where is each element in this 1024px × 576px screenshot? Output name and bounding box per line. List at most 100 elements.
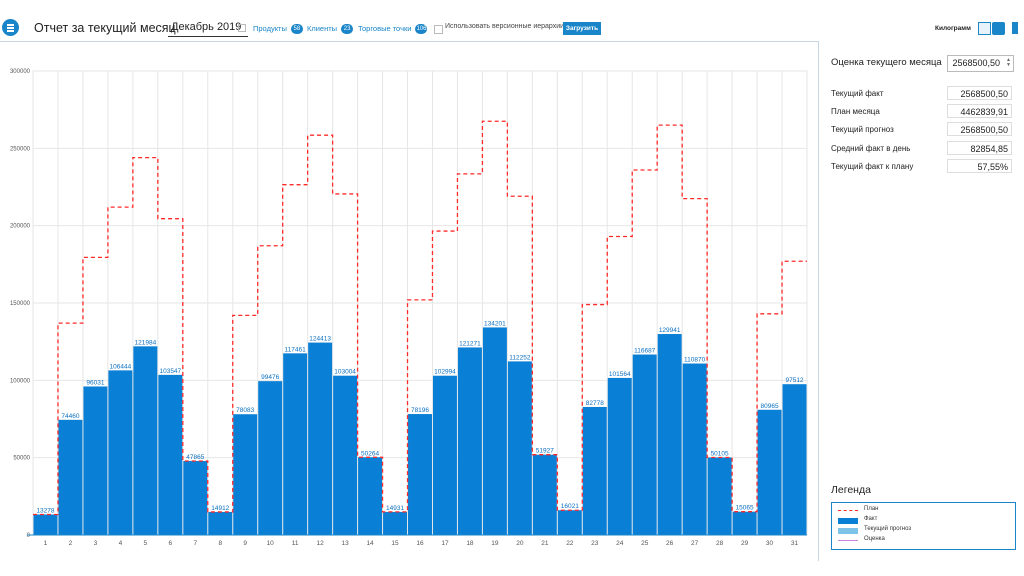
y-tick-label: 100000: [10, 378, 31, 384]
bar-fact: [258, 381, 283, 535]
bar-fact: [133, 346, 158, 535]
bar-fact: [432, 375, 457, 535]
y-tick-label: 150000: [10, 301, 31, 307]
bar-fact: [158, 374, 183, 535]
bar-value-label: 101564: [609, 371, 631, 378]
bar-fact: [183, 460, 208, 535]
x-tick-label: 20: [516, 540, 524, 547]
bar-value-label: 78196: [411, 407, 429, 414]
bar-value-label: 96031: [86, 379, 104, 386]
x-tick-label: 29: [741, 540, 749, 547]
avg-daily-fact-label: Средний факт в день: [831, 144, 911, 153]
spinner-icon[interactable]: ▲ ▼: [1006, 57, 1011, 68]
bar-fact: [632, 354, 657, 535]
copy-icon[interactable]: [978, 22, 991, 35]
x-tick-label: 18: [466, 540, 474, 547]
bar-value-label: 15065: [736, 505, 754, 512]
legend-title: Легенда: [831, 484, 871, 496]
estimate-input[interactable]: 2568500,50 ▲ ▼: [947, 55, 1014, 72]
bar-fact: [507, 361, 532, 535]
bar-value-label: 124413: [309, 336, 331, 343]
version-hierarchy-checkbox[interactable]: [434, 25, 443, 34]
bar-value-label: 50264: [361, 450, 379, 457]
month-picker[interactable]: Декабрь 2019: [168, 21, 248, 37]
bar-value-label: 99476: [261, 374, 279, 381]
hamburger-menu-icon[interactable]: [2, 19, 19, 36]
load-button[interactable]: Загрузить: [563, 22, 601, 35]
bar-value-label: 97512: [785, 377, 803, 384]
plan-swatch: [838, 510, 858, 511]
x-tick-label: 17: [441, 540, 449, 547]
clients-filter-chip[interactable]: Клиенты 23: [307, 22, 354, 36]
clients-count-badge: 23: [341, 24, 354, 35]
bar-value-label: 116687: [634, 348, 656, 355]
calendar-icon[interactable]: [238, 24, 246, 32]
bar-value-label: 117461: [285, 346, 307, 353]
products-count-badge: 58: [290, 24, 303, 35]
bar-value-label: 74460: [61, 413, 79, 420]
bar-fact: [782, 384, 807, 535]
bar-fact: [283, 353, 308, 535]
bar-value-label: 82778: [586, 400, 604, 407]
legend-fact-label: Факт: [864, 516, 878, 522]
bar-fact: [358, 457, 383, 535]
x-tick-label: 10: [267, 540, 275, 547]
x-tick-label: 13: [341, 540, 349, 547]
bar-fact: [308, 342, 333, 535]
products-filter-chip[interactable]: Продукты 58: [253, 22, 303, 36]
bar-fact: [532, 454, 557, 535]
settings-icon[interactable]: [992, 22, 1005, 35]
bar-fact: [682, 363, 707, 535]
bar-fact: [557, 510, 582, 535]
bar-fact: [732, 511, 757, 535]
x-tick-label: 2: [69, 540, 73, 547]
page-title: Отчет за текущий месяц: [34, 21, 176, 35]
outlets-filter-chip[interactable]: Торговые точки 106: [358, 22, 428, 36]
x-tick-label: 27: [691, 540, 699, 547]
bar-value-label: 129941: [659, 327, 681, 334]
bar-fact: [383, 511, 408, 535]
y-tick-label: 250000: [10, 146, 31, 152]
x-tick-label: 26: [666, 540, 674, 547]
export-icon[interactable]: [1012, 22, 1018, 34]
bar-value-label: 50105: [711, 451, 729, 458]
avg-daily-fact-value: 82854,85: [947, 141, 1012, 155]
fact-to-plan-label: Текущий факт к плану: [831, 162, 914, 171]
outlets-count-badge: 106: [415, 24, 428, 35]
bar-fact: [582, 406, 607, 535]
bar-fact: [707, 457, 732, 535]
bar-value-label: 106444: [110, 363, 132, 370]
y-tick-label: 300000: [10, 69, 31, 75]
version-hierarchy-label: Использовать версионные иерархии: [445, 23, 565, 30]
x-tick-label: 5: [144, 540, 148, 547]
bar-fact: [208, 511, 233, 535]
y-tick-label: 50000: [13, 456, 30, 462]
current-forecast-label: Текущий прогноз: [831, 125, 894, 134]
bar-fact: [333, 375, 358, 535]
x-tick-label: 14: [366, 540, 374, 547]
bar-value-label: 110870: [684, 357, 706, 364]
plan-line: [33, 120, 807, 516]
summary-panel: Оценка текущего месяца 2568500,50 ▲ ▼ Тек…: [818, 41, 1024, 561]
chart: 0500001000001500002000002500003000001327…: [10, 69, 808, 547]
y-tick-label: 0: [27, 533, 31, 539]
forecast-swatch: [838, 528, 858, 534]
x-tick-label: 7: [193, 540, 197, 547]
bar-fact: [757, 409, 782, 535]
x-tick-label: 11: [292, 540, 299, 547]
x-tick-label: 4: [119, 540, 123, 547]
products-chip-label: Продукты: [253, 24, 287, 33]
x-tick-label: 28: [716, 540, 724, 547]
estimate-label: Оценка текущего месяца: [831, 57, 942, 68]
estimate-value: 2568500,50: [952, 58, 1000, 68]
bar-value-label: 102994: [434, 369, 456, 376]
bar-value-label: 112252: [509, 354, 531, 361]
x-tick-label: 23: [591, 540, 599, 547]
bar-fact: [482, 327, 507, 535]
fact-to-plan-value: 57,55%: [947, 159, 1012, 173]
bar-value-label: 121984: [135, 339, 157, 346]
bar-value-label: 103547: [159, 368, 181, 375]
bar-value-label: 78083: [236, 407, 254, 414]
x-tick-label: 22: [566, 540, 574, 547]
bar-fact: [108, 370, 133, 535]
